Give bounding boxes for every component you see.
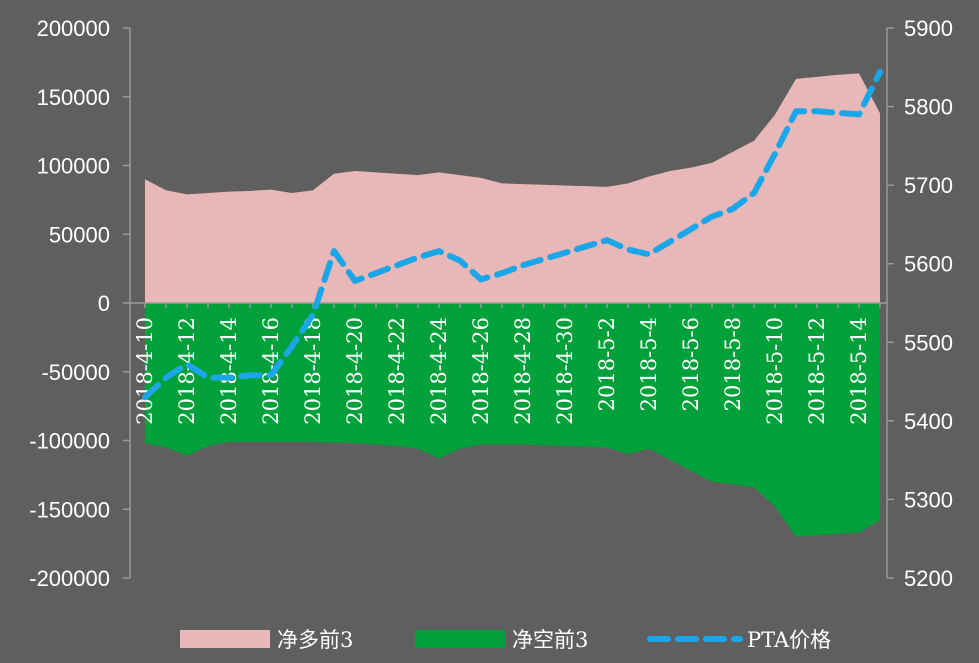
- x-tick-label: 2018-4-14: [217, 317, 241, 425]
- y-left-tick-label: 100000: [37, 154, 110, 179]
- legend-item-3: PTA价格: [647, 628, 831, 652]
- x-tick-label: 2018-5-10: [763, 317, 787, 425]
- x-tick-label: 2018-5-4: [637, 317, 661, 411]
- x-tick-label: 2018-4-28: [511, 317, 535, 425]
- x-tick-label: 2018-5-8: [721, 317, 745, 411]
- x-tick-label: 2018-5-12: [805, 317, 829, 425]
- y-right-tick-label: 5600: [904, 252, 953, 277]
- y-left-tick-label: 150000: [37, 85, 110, 110]
- y-right-tick-label: 5700: [904, 173, 953, 198]
- legend: 净多前3 净空前3 PTA价格: [180, 628, 831, 652]
- legend-item-2: 净空前3: [415, 628, 588, 652]
- x-tick-label: 2018-4-30: [553, 317, 577, 425]
- y-right-tick-label: 5300: [904, 487, 953, 512]
- x-tick-label: 2018-4-18: [301, 317, 325, 425]
- x-tick-label: 2018-4-20: [343, 317, 367, 425]
- y-left-tick-label: 200000: [37, 16, 110, 41]
- y-right-tick-label: 5500: [904, 330, 953, 355]
- area-series-2: [145, 303, 880, 537]
- x-tick-label: 2018-4-10: [133, 317, 157, 425]
- legend-label: PTA价格: [747, 628, 831, 652]
- y-left-tick-label: 50000: [49, 222, 110, 247]
- y-right-tick-label: 5800: [904, 95, 953, 120]
- x-tick-label: 2018-4-26: [469, 317, 493, 425]
- y-left-tick-label: 0: [98, 291, 110, 316]
- line-layer: [142, 69, 883, 401]
- line-series-1: [142, 69, 883, 401]
- y-left-tick-label: -150000: [29, 497, 110, 522]
- y-left-tick-label: -200000: [29, 566, 110, 591]
- x-tick-label: 2018-4-22: [385, 317, 409, 425]
- y-left-tick-label: -50000: [41, 360, 110, 385]
- x-tick-label: 2018-5-6: [679, 317, 703, 411]
- x-tick-label: 2018-4-24: [427, 317, 451, 425]
- y-right-tick-label: 5900: [904, 16, 953, 41]
- legend-label: 净多前3: [277, 628, 353, 652]
- legend-label: 净空前3: [512, 628, 588, 652]
- y-right-tick-label: 5200: [904, 566, 953, 591]
- x-tick-label: 2018-5-14: [847, 317, 871, 425]
- legend-swatch: [180, 630, 270, 648]
- y-right-tick-label: 5400: [904, 409, 953, 434]
- legend-swatch: [415, 630, 505, 648]
- axes-layer: -200000 -150000 -100000 -50000 0 50000 100000 1…: [29, 16, 953, 591]
- legend-item-1: 净多前3: [180, 628, 353, 652]
- y-left-tick-label: -100000: [29, 429, 110, 454]
- x-tick-label: 2018-5-2: [595, 317, 619, 411]
- area-series-1: [145, 73, 880, 303]
- area-layer: [145, 73, 880, 537]
